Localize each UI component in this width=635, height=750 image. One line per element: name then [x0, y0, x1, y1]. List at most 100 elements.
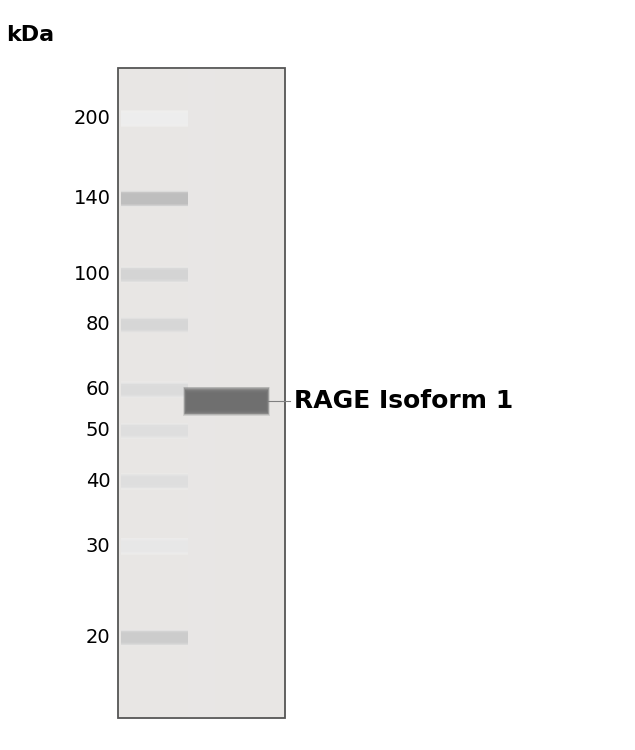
Bar [251, 68, 255, 718]
Bar [184, 388, 269, 415]
Bar [190, 68, 193, 718]
Bar [121, 475, 188, 488]
Bar [265, 68, 269, 718]
Bar [196, 68, 199, 718]
Bar [121, 191, 188, 206]
Bar [207, 68, 210, 718]
Bar [210, 68, 213, 718]
Bar [121, 193, 188, 205]
Bar [121, 476, 188, 486]
Bar [160, 68, 163, 718]
Bar [121, 192, 188, 206]
Bar [121, 382, 188, 397]
Bar [121, 424, 188, 437]
Bar [121, 113, 188, 123]
Bar [121, 540, 188, 553]
Text: 50: 50 [86, 422, 110, 440]
Bar [132, 68, 135, 718]
Bar [218, 68, 221, 718]
Text: 80: 80 [86, 316, 110, 334]
Bar [121, 194, 188, 204]
Bar [215, 68, 218, 718]
Bar [121, 320, 188, 330]
Bar [271, 68, 274, 718]
Bar [260, 68, 263, 718]
Bar [121, 114, 188, 122]
Bar [187, 394, 265, 409]
Text: 100: 100 [74, 266, 110, 284]
Bar [121, 196, 188, 202]
Bar [140, 68, 143, 718]
Text: 60: 60 [86, 380, 110, 399]
Bar [165, 68, 168, 718]
Bar [138, 68, 140, 718]
Bar [201, 68, 204, 718]
Bar [186, 391, 267, 412]
Bar [232, 68, 235, 718]
Bar [135, 68, 138, 718]
Bar [121, 426, 188, 436]
Bar [241, 68, 243, 718]
Bar [121, 634, 188, 641]
Bar [185, 389, 269, 413]
Bar [188, 394, 265, 408]
Bar [185, 390, 268, 412]
Bar [121, 320, 188, 331]
Bar [121, 321, 188, 329]
Bar [277, 68, 279, 718]
Bar [173, 68, 177, 718]
Bar [121, 424, 188, 438]
Text: 200: 200 [74, 109, 110, 128]
Bar [121, 268, 188, 281]
Bar [204, 68, 207, 718]
Bar [124, 68, 126, 718]
Bar [235, 68, 237, 718]
Bar [121, 386, 188, 393]
Bar [121, 385, 188, 394]
Bar [121, 384, 188, 395]
Text: 30: 30 [86, 537, 110, 556]
Bar [177, 68, 179, 718]
Bar [246, 68, 249, 718]
Bar [121, 543, 188, 550]
Bar [121, 195, 188, 202]
Bar [168, 68, 171, 718]
Bar [143, 68, 146, 718]
Bar [121, 477, 188, 485]
Bar [121, 190, 188, 207]
Bar [121, 269, 188, 280]
Bar [121, 425, 188, 436]
Bar [121, 382, 188, 398]
Bar [126, 68, 129, 718]
Bar [121, 478, 188, 484]
Bar [121, 266, 188, 283]
Bar [269, 68, 271, 718]
Bar [183, 386, 270, 416]
Bar [255, 68, 257, 718]
Bar [171, 68, 173, 718]
Bar [121, 194, 188, 203]
Bar [121, 634, 188, 642]
Bar [279, 68, 282, 718]
Bar [227, 68, 229, 718]
Bar [224, 68, 227, 718]
Bar [121, 538, 188, 554]
Bar [121, 270, 188, 280]
Bar [121, 541, 188, 552]
Bar [193, 68, 196, 718]
Bar [121, 539, 188, 553]
Bar [121, 68, 124, 718]
Text: 40: 40 [86, 472, 110, 490]
Bar [154, 68, 157, 718]
Bar [249, 68, 251, 718]
Bar [199, 68, 201, 718]
Bar [121, 542, 188, 551]
Bar [121, 110, 188, 127]
Bar [118, 68, 121, 718]
Bar [121, 474, 188, 488]
Bar [274, 68, 277, 718]
Text: kDa: kDa [6, 25, 55, 45]
Bar [121, 630, 188, 645]
Bar [182, 68, 185, 718]
Text: 20: 20 [86, 628, 110, 647]
